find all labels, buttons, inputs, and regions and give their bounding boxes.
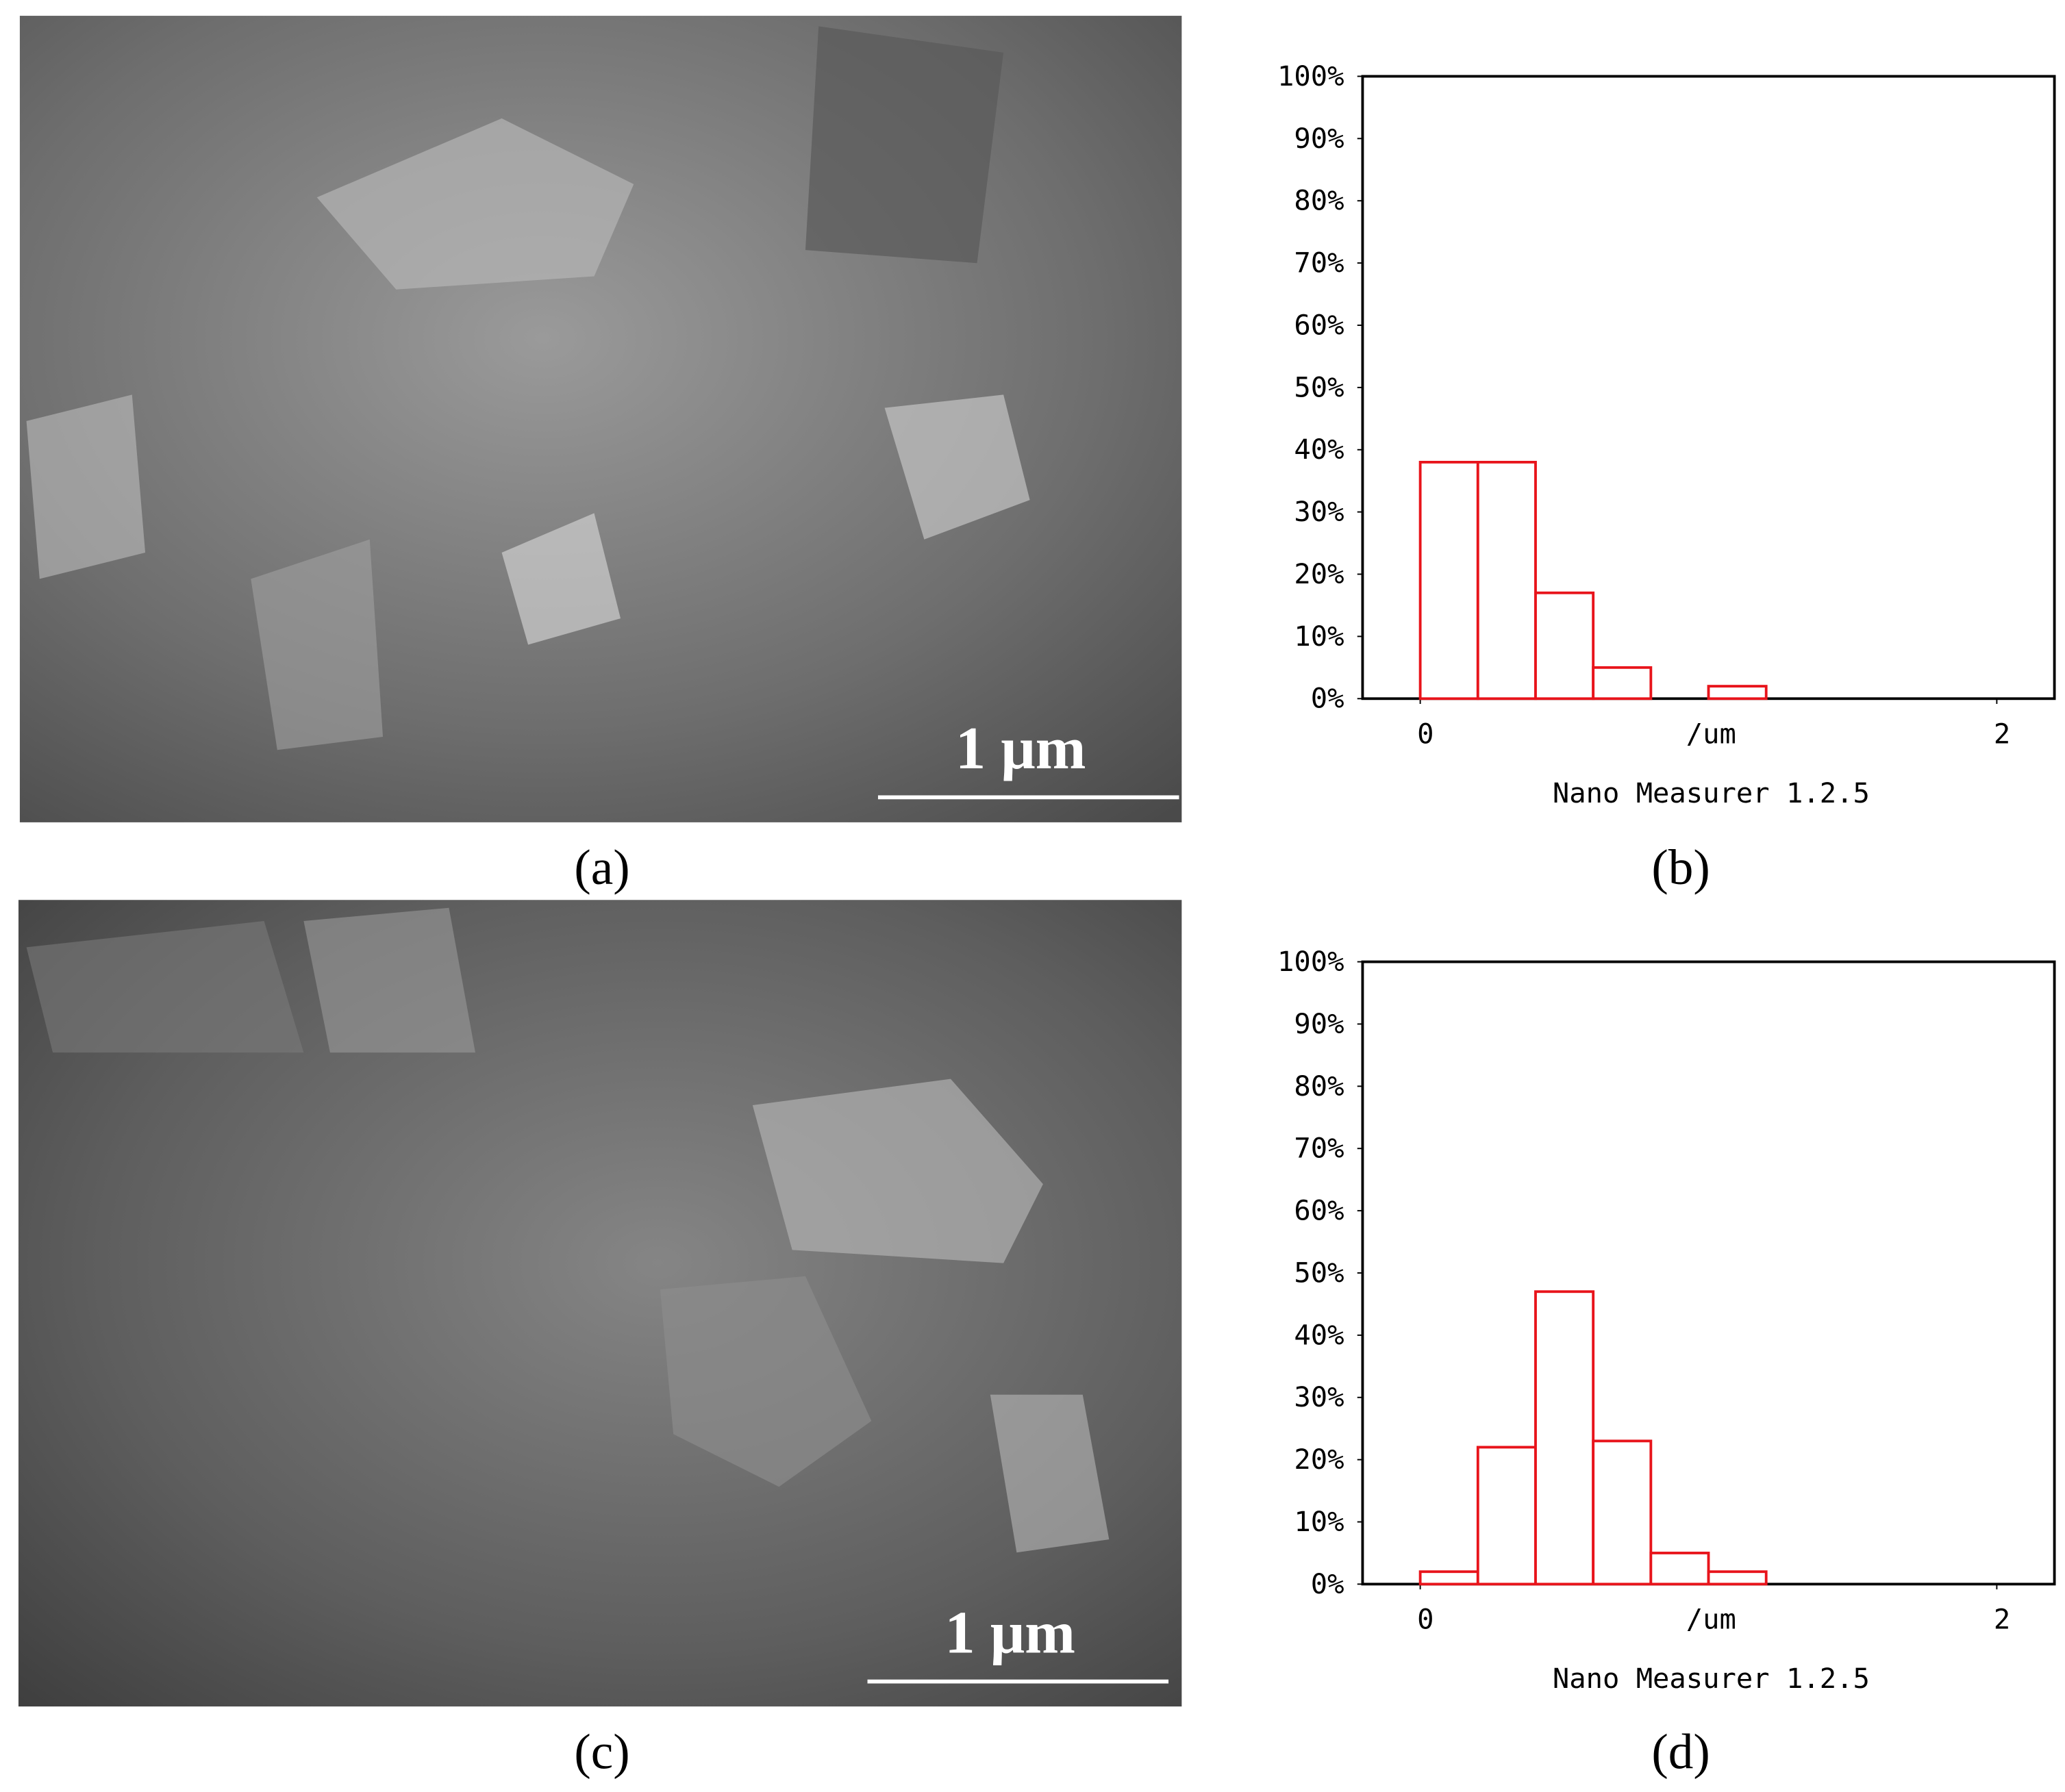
y-tick-label: 20% [1294, 557, 1344, 590]
panel-label: (c) [574, 1724, 629, 1780]
x-tick-label: 2 [1994, 718, 2010, 750]
x-tick-label: 0 [1417, 718, 1434, 750]
y-tick-label: 40% [1294, 433, 1344, 466]
y-tick-label: 80% [1294, 1070, 1344, 1102]
y-tick-label: 100% [1277, 60, 1344, 92]
panel-label: (b) [1651, 840, 1710, 895]
sem-image-a: 1 μm [19, 16, 1182, 822]
histogram-bar [1534, 591, 1595, 701]
source-label: Nano Measurer 1.2.5 [1553, 1662, 1870, 1695]
histogram-bar [1476, 1446, 1537, 1586]
x-axis-label: /um [1686, 718, 1736, 750]
histogram-bar [1418, 461, 1479, 701]
panel-label: (a) [574, 840, 629, 895]
x-tick-label: 2 [1994, 1603, 2010, 1636]
histogram-bar [1649, 1552, 1710, 1586]
y-tick-label: 20% [1294, 1443, 1344, 1476]
sem-image-c: 1 μm [18, 900, 1182, 1707]
y-tick-label: 0% [1311, 682, 1344, 715]
scale-bar-label: 1 μm [944, 1599, 1075, 1666]
y-tick-label: 0% [1311, 1567, 1344, 1600]
histogram-bar [1707, 1570, 1768, 1586]
histogram-bar [1534, 1290, 1595, 1586]
y-tick-label: 90% [1294, 1007, 1344, 1040]
y-tick-label: 60% [1294, 1194, 1344, 1227]
histogram-bar [1592, 1439, 1653, 1586]
y-tick-label: 30% [1294, 495, 1344, 528]
y-tick-label: 80% [1294, 184, 1344, 217]
panel-label: (d) [1651, 1724, 1710, 1780]
y-tick-label: 60% [1294, 308, 1344, 341]
plot-frame [1361, 960, 2056, 1586]
histogram-bar [1418, 1570, 1479, 1586]
histogram-bar [1476, 461, 1537, 701]
scale-bar-label: 1 μm [955, 715, 1086, 782]
source-label: Nano Measurer 1.2.5 [1553, 777, 1870, 809]
y-tick-label: 30% [1294, 1380, 1344, 1413]
y-tick-label: 10% [1294, 620, 1344, 653]
y-tick-label: 50% [1294, 1257, 1344, 1289]
histogram-bar [1592, 666, 1653, 701]
y-tick-label: 90% [1294, 122, 1344, 155]
x-axis-label: /um [1686, 1603, 1736, 1636]
histogram-bar [1707, 685, 1768, 701]
y-tick-label: 50% [1294, 370, 1344, 403]
y-tick-label: 40% [1294, 1318, 1344, 1351]
y-tick-label: 10% [1294, 1505, 1344, 1538]
x-tick-label: 0 [1417, 1603, 1434, 1636]
y-tick-label: 70% [1294, 1132, 1344, 1165]
y-tick-label: 100% [1277, 945, 1344, 978]
y-tick-label: 70% [1294, 247, 1344, 279]
